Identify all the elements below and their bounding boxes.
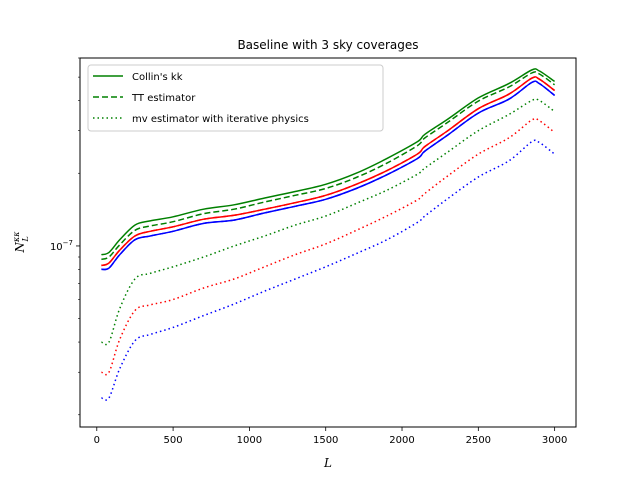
x-axis: 0 500 1000 1500 2000 2500 3000 xyxy=(94,427,567,446)
series-line-1 xyxy=(101,71,556,261)
y-axis-label-text: NκκL xyxy=(12,231,30,254)
x-axis-label: L xyxy=(323,456,332,470)
x-tick-label: 2000 xyxy=(389,435,414,446)
chart-title: Baseline with 3 sky coverages xyxy=(237,38,418,52)
legend-box xyxy=(87,64,384,132)
x-tick-label: 1500 xyxy=(313,435,338,446)
x-tick-label: 3000 xyxy=(542,435,567,446)
y-label-base: N xyxy=(13,242,27,254)
series-line-8 xyxy=(101,139,556,401)
y-label-sup: κκ xyxy=(12,231,21,243)
series-line-0 xyxy=(101,68,556,256)
series-line-7 xyxy=(101,80,556,271)
x-tick-label: 2500 xyxy=(466,435,491,446)
axes-frame xyxy=(79,57,577,428)
x-tick-label: 500 xyxy=(164,435,183,446)
y-axis-label: NκκL xyxy=(12,231,30,254)
plot-area xyxy=(101,68,556,401)
y-label-sub: L xyxy=(21,236,30,242)
series-line-4 xyxy=(101,76,556,267)
y-axis: 10−7 xyxy=(50,57,80,416)
y-tick-label: 10−7 xyxy=(50,239,73,253)
x-tick-label: 0 xyxy=(94,435,100,446)
legend: Collin's kk TT estimator mv estimator with… xyxy=(87,64,384,132)
x-tick-label: 1000 xyxy=(237,435,262,446)
legend-label: TT estimator xyxy=(131,93,196,104)
legend-label: mv estimator with iterative physics xyxy=(132,114,309,125)
series-line-2 xyxy=(101,98,556,346)
series-line-5 xyxy=(101,117,556,376)
legend-label: Collin's kk xyxy=(132,72,183,83)
